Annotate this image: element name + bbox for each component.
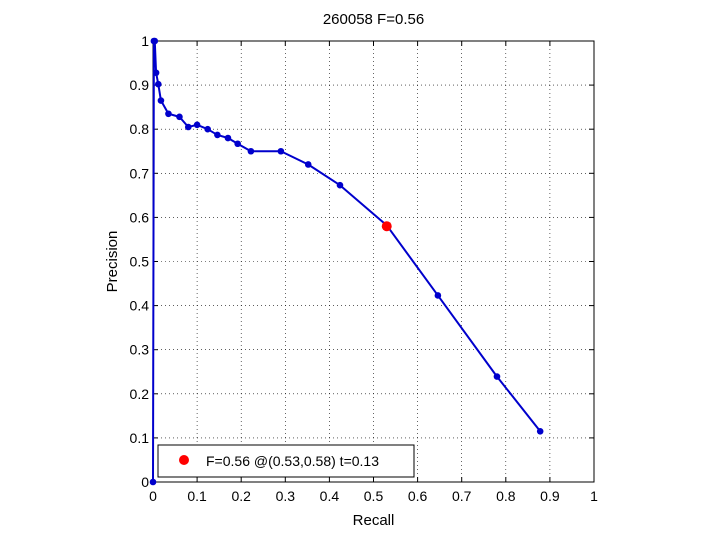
- x-tick-label: 0.3: [276, 488, 296, 504]
- y-tick-label: 1: [141, 33, 149, 49]
- series-point: [157, 97, 165, 104]
- y-tick-label: 0: [141, 474, 149, 490]
- y-tick-label: 0.9: [130, 77, 150, 93]
- chart-title: 260058 F=0.56: [323, 11, 424, 28]
- series-point: [336, 181, 344, 189]
- series-point: [151, 37, 159, 45]
- x-tick-label: 0.5: [364, 488, 384, 504]
- legend: F=0.56 @(0.53,0.58) t=0.13: [157, 444, 415, 478]
- x-tick-label: 0.1: [187, 488, 207, 504]
- series-point: [154, 80, 162, 88]
- y-tick-label: 0.7: [130, 165, 150, 181]
- series-point: [234, 140, 241, 148]
- legend-entry-text: F=0.56 @(0.53,0.58) t=0.13: [206, 453, 379, 469]
- series-point: [165, 110, 172, 118]
- x-tick-label: 0.7: [452, 488, 472, 504]
- y-tick-label: 0.6: [130, 209, 150, 225]
- series-point: [214, 131, 221, 139]
- series-line: [152, 40, 541, 483]
- series-point: [277, 147, 285, 155]
- x-tick-label: 1: [590, 488, 598, 504]
- series-point: [536, 427, 544, 435]
- y-tick-label: 0.1: [130, 430, 150, 446]
- x-tick-label: 0.6: [408, 488, 428, 504]
- series-point: [304, 161, 312, 168]
- series-point: [176, 113, 183, 121]
- series-point: [434, 292, 442, 299]
- legend-box: [157, 444, 415, 478]
- x-tick-label: 0.9: [540, 488, 560, 504]
- y-tick-label: 0.3: [130, 342, 150, 358]
- highlight-layer: [381, 221, 392, 232]
- x-tick-label: 0: [149, 488, 157, 504]
- x-tick-label: 0.2: [231, 488, 251, 504]
- x-axis-label: Recall: [353, 512, 395, 529]
- y-axis-label: Precision: [104, 231, 121, 293]
- x-tick-label: 0.4: [320, 488, 340, 504]
- series-point: [204, 125, 211, 133]
- y-tick-label: 0.8: [130, 121, 150, 137]
- series-point: [193, 121, 201, 129]
- series-point: [152, 69, 160, 77]
- series-point: [224, 134, 232, 142]
- x-tick-label: 0.8: [496, 488, 516, 504]
- series-point: [247, 147, 255, 155]
- grid: [153, 41, 594, 482]
- series-point: [149, 478, 157, 486]
- y-tick-label: 0.5: [130, 254, 150, 270]
- series-point: [184, 123, 192, 131]
- y-tick-label: 0.2: [130, 386, 150, 402]
- legend-marker-red-dot: [179, 455, 189, 465]
- axis-ticks: 0 0.1 0.2 0.3 0.4 0.5 0.6 0.7 0.8 0.9 1 0 0.1 0.2 0.3 0…: [130, 33, 599, 504]
- series-point: [493, 373, 501, 380]
- highlight-point: [381, 221, 392, 232]
- y-tick-label: 0.4: [130, 298, 150, 314]
- series-layer: [149, 37, 544, 486]
